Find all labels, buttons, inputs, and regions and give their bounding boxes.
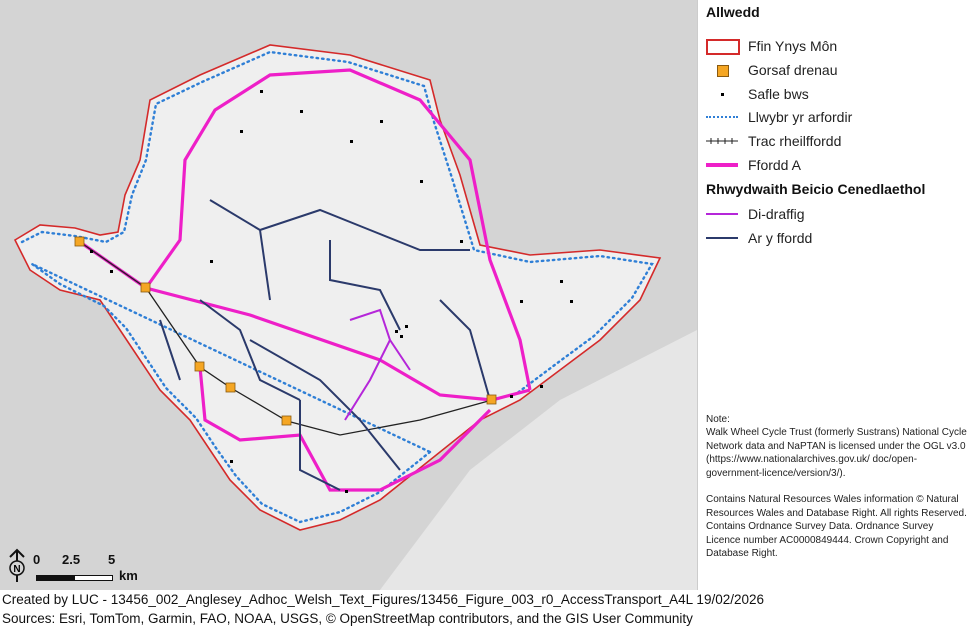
railway-icon — [706, 133, 740, 149]
scale-unit: km — [119, 568, 138, 583]
traffic-free-route-icon — [706, 206, 740, 222]
scale-label-2-5: 2.5 — [62, 552, 81, 567]
legend-item-on-road: Ar y ffordd — [706, 228, 812, 248]
legend-title: Allwedd — [706, 4, 760, 20]
legend-item-train-station: Gorsaf drenau — [706, 60, 838, 80]
legend-subtitle: Rhwydwaith Beicio Cenedlaethol — [706, 181, 926, 197]
footer: Created by LUC - 13456_002_Anglesey_Adho… — [2, 590, 764, 628]
on-road-route-icon — [706, 230, 740, 246]
cycle-traffic-free — [344, 308, 411, 421]
coast-path-icon — [706, 109, 740, 125]
cycle-on-road — [159, 199, 491, 491]
coast-path — [20, 50, 654, 524]
boundary-icon — [706, 38, 740, 55]
svg-text:N: N — [13, 564, 20, 575]
legend-item-boundary: Ffin Ynys Môn — [706, 36, 837, 56]
bus-stops — [90, 90, 573, 493]
legend-item-a-road: Ffordd A — [706, 155, 801, 175]
legend-item-traffic-free: Di-draffig — [706, 204, 805, 224]
railway — [79, 241, 493, 436]
footer-created-by: Created by LUC - 13456_002_Anglesey_Adho… — [2, 592, 764, 607]
north-arrow-icon: N — [9, 548, 25, 582]
legend-item-bus-stop: Safle bws — [706, 84, 809, 104]
legend-item-railway: Trac rheilffordd — [706, 131, 841, 151]
footer-sources: Sources: Esri, TomTom, Garmin, FAO, NOAA… — [2, 611, 693, 626]
legend-panel: Allwedd Ffin Ynys Môn Gorsaf drenau Safl… — [697, 0, 970, 590]
scale-bar: N 0 2.5 5 km — [6, 548, 156, 584]
scale-label-5: 5 — [108, 552, 116, 567]
map-canvas[interactable]: N 0 2.5 5 km — [0, 0, 697, 590]
mainland — [380, 330, 697, 590]
licence-note: Note: Walk Wheel Cycle Trust (formerly S… — [706, 414, 967, 560]
train-station-icon — [706, 62, 740, 78]
scale-label-0: 0 — [33, 552, 41, 567]
legend-item-coast-path: Llwybr yr arfordir — [706, 107, 852, 127]
island-boundary — [13, 44, 662, 531]
a-road-icon — [706, 157, 740, 173]
bus-stop-icon — [706, 86, 740, 102]
train-stations — [74, 236, 497, 426]
